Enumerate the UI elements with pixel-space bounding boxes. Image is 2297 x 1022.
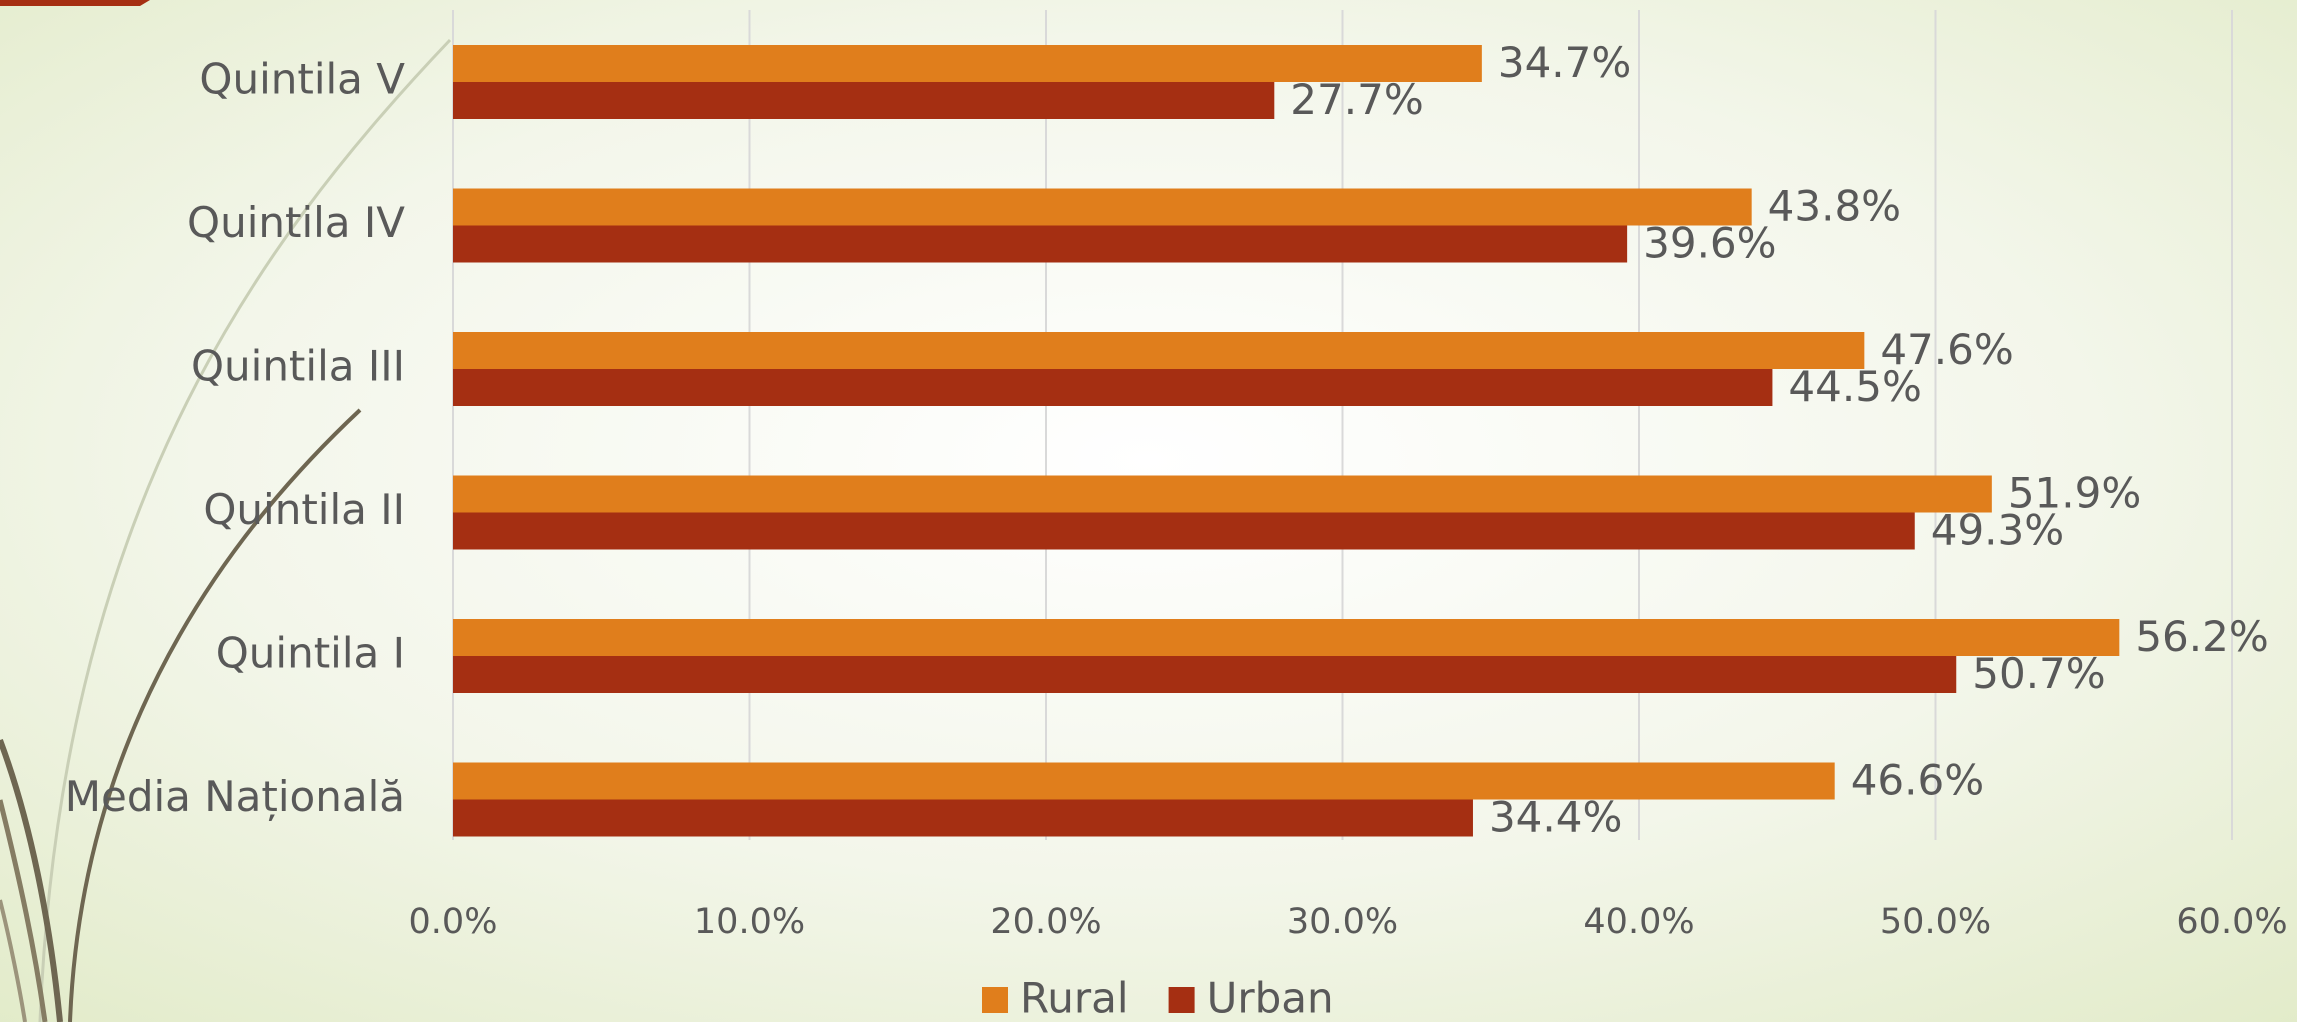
x-tick-label: 0.0% <box>409 902 498 942</box>
value-label: 27.7% <box>1290 75 1423 124</box>
y-tick-label: Quintila I <box>216 629 405 678</box>
bar <box>453 189 1752 226</box>
bar <box>453 476 1992 513</box>
value-label: 44.5% <box>1788 362 1921 411</box>
bar <box>453 763 1835 800</box>
bar <box>453 226 1627 263</box>
bar <box>453 619 2119 656</box>
value-label: 39.6% <box>1643 219 1776 268</box>
legend-swatch <box>1169 987 1195 1013</box>
x-tick-label: 10.0% <box>694 902 805 942</box>
value-label: 43.8% <box>1768 182 1901 231</box>
bar <box>453 332 1864 369</box>
bar <box>453 513 1915 550</box>
bar <box>453 656 1956 693</box>
x-tick-label: 60.0% <box>2176 902 2287 942</box>
y-tick-label: Quintila III <box>191 342 405 391</box>
x-tick-label: 20.0% <box>990 902 1101 942</box>
y-tick-label: Quintila IV <box>187 198 405 247</box>
value-label: 46.6% <box>1851 756 1984 805</box>
value-label: 56.2% <box>2135 612 2268 661</box>
legend-label: Urban <box>1207 974 1334 1022</box>
y-tick-label: Quintila II <box>203 485 405 534</box>
x-tick-label: 30.0% <box>1287 902 1398 942</box>
corner-tab <box>0 0 150 6</box>
value-label: 34.7% <box>1498 38 1631 87</box>
value-label: 50.7% <box>1972 649 2105 698</box>
chart: 0.0% 10.0% 20.0% 30.0% 40.0% 50.0% 60.0% Quinti… <box>0 0 2297 1022</box>
bar <box>453 800 1473 837</box>
legend-swatch <box>982 987 1008 1013</box>
x-tick-label: 50.0% <box>1880 902 1991 942</box>
y-tick-label: Media Națională <box>65 772 405 821</box>
bar <box>453 82 1274 119</box>
y-tick-label: Quintila V <box>199 55 405 104</box>
bar <box>453 369 1772 406</box>
x-tick-label: 40.0% <box>1583 902 1694 942</box>
legend-label: Rural <box>1020 974 1129 1022</box>
value-label: 34.4% <box>1489 793 1622 842</box>
value-label: 49.3% <box>1931 506 2064 555</box>
